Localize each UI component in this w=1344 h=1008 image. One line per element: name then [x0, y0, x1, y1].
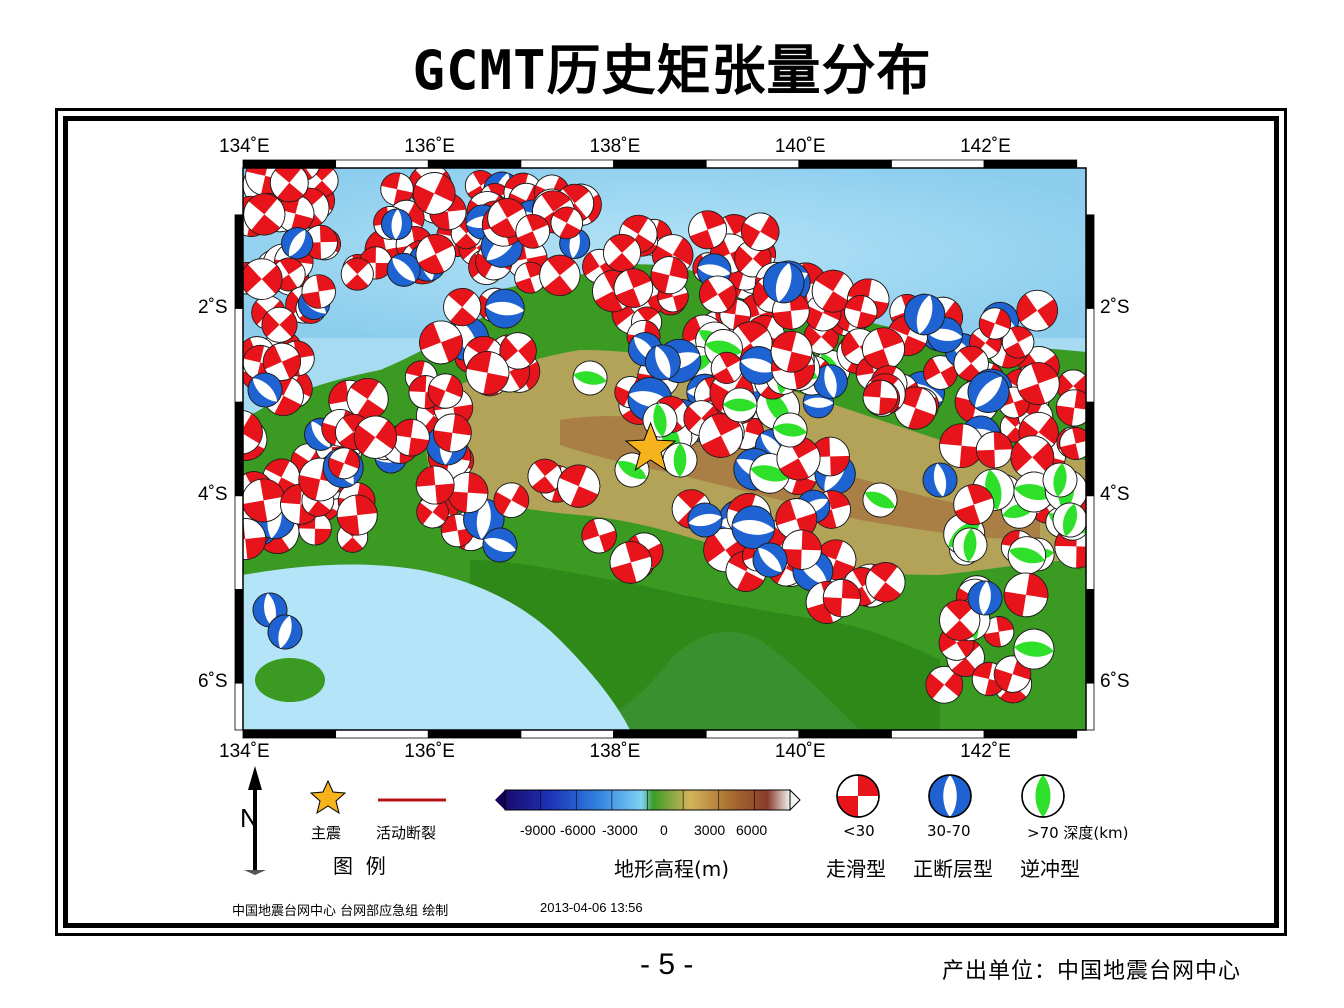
producer-text: 产出单位：中国地震台网中心 — [942, 953, 1241, 985]
colorbar-tick-label: 3000 — [694, 822, 725, 838]
lon-tick-label: 134˚E — [219, 741, 270, 763]
legend-fault-label: 活动断裂 — [376, 822, 436, 843]
map-area — [210, 134, 1098, 730]
lat-tick-label: 4˚S — [1100, 484, 1130, 506]
lat-tick-label: 6˚S — [198, 671, 228, 693]
frame-segment — [1086, 402, 1094, 496]
lat-tick-label: 2˚S — [198, 297, 228, 319]
credit-text: 中国地震台网中心 台网部应急组 绘制 — [232, 900, 448, 919]
legend-normal-icon — [929, 775, 971, 817]
lon-tick-label: 138˚E — [590, 136, 641, 158]
frame-segment — [243, 730, 336, 738]
datetime-text: 2013-04-06 13:56 — [540, 900, 643, 915]
frame-segment — [235, 496, 243, 590]
colorbar-tick-label: -6000 — [560, 822, 596, 838]
frame-segment — [799, 730, 892, 738]
colorbar — [495, 790, 800, 810]
depth-label-deep: >70 深度(km) — [1027, 822, 1128, 843]
frame-segment — [1086, 309, 1094, 403]
colorbar-tick-label: -3000 — [602, 822, 638, 838]
frame-segment — [521, 730, 614, 738]
lat-tick-label: 4˚S — [198, 484, 228, 506]
lon-tick-label: 142˚E — [960, 741, 1011, 763]
frame-segment — [235, 215, 243, 309]
frame-segment — [984, 160, 1077, 168]
frame-segment — [1086, 215, 1094, 309]
page-number: - 5 - — [640, 948, 693, 982]
thrust-beachball — [663, 443, 698, 478]
frame-segment — [428, 730, 521, 738]
frame-segment — [799, 160, 892, 168]
frame-segment — [235, 590, 243, 684]
north-label: N — [240, 803, 259, 834]
frame-segment — [243, 160, 336, 168]
legend-star-label: 主震 — [311, 822, 341, 843]
frame-segment — [521, 160, 614, 168]
frame-segment — [891, 730, 984, 738]
frame-segment — [235, 683, 243, 730]
mechanism-label-normal: 正断层型 — [913, 853, 993, 882]
frame-segment — [1086, 683, 1094, 730]
southwest-island — [255, 658, 325, 702]
legend-thrust-icon — [1022, 775, 1064, 817]
lon-tick-label: 140˚E — [775, 136, 826, 158]
mechanism-label-thrust: 逆冲型 — [1020, 853, 1080, 882]
frame-segment — [614, 160, 707, 168]
lon-tick-label: 134˚E — [219, 136, 270, 158]
frame-segment — [984, 730, 1077, 738]
lon-tick-label: 136˚E — [404, 741, 455, 763]
frame-segment — [1086, 496, 1094, 590]
colorbar-tick-label: 6000 — [736, 822, 767, 838]
lon-tick-label: 138˚E — [590, 741, 641, 763]
depth-label-mid: 30-70 — [927, 822, 971, 840]
frame-segment — [235, 402, 243, 496]
legend-title: 图 例 — [333, 850, 386, 879]
frame-segment — [336, 730, 429, 738]
lat-tick-label: 6˚S — [1100, 671, 1130, 693]
frame-segment — [614, 730, 707, 738]
mechanism-label-strike-slip: 走滑型 — [826, 853, 886, 882]
colorbar-tick-label: 0 — [660, 822, 668, 838]
colorbar-tick-label: -9000 — [520, 822, 556, 838]
frame-segment — [1086, 590, 1094, 684]
frame-segment — [706, 160, 799, 168]
colorbar-title: 地形高程(m) — [614, 853, 729, 882]
lon-tick-label: 136˚E — [404, 136, 455, 158]
lat-tick-label: 2˚S — [1100, 297, 1130, 319]
lon-tick-label: 142˚E — [960, 136, 1011, 158]
lon-tick-label: 140˚E — [775, 741, 826, 763]
frame-segment — [336, 160, 429, 168]
legend-strike-slip-icon — [837, 775, 879, 817]
frame-segment — [235, 309, 243, 403]
frame-segment — [891, 160, 984, 168]
frame-segment — [706, 730, 799, 738]
frame-segment — [428, 160, 521, 168]
depth-label-shallow: <30 — [843, 822, 875, 840]
legend-star-icon — [311, 781, 345, 813]
